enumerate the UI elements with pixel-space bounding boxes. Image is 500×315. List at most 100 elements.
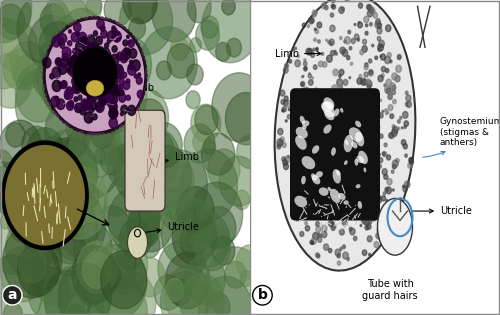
- Circle shape: [322, 160, 326, 165]
- Circle shape: [80, 37, 86, 43]
- Circle shape: [146, 123, 182, 168]
- Circle shape: [317, 154, 319, 157]
- Circle shape: [392, 85, 396, 90]
- Circle shape: [77, 81, 81, 86]
- Circle shape: [0, 255, 43, 315]
- Circle shape: [363, 218, 368, 225]
- Circle shape: [60, 31, 64, 36]
- Circle shape: [380, 134, 383, 138]
- Circle shape: [48, 97, 52, 102]
- Circle shape: [378, 48, 381, 51]
- Circle shape: [310, 216, 312, 218]
- Circle shape: [96, 101, 104, 112]
- Circle shape: [326, 39, 328, 41]
- Circle shape: [108, 127, 112, 132]
- Circle shape: [71, 32, 78, 42]
- Circle shape: [81, 100, 90, 111]
- Circle shape: [102, 48, 110, 57]
- Circle shape: [109, 108, 118, 119]
- Circle shape: [122, 49, 130, 60]
- Circle shape: [79, 86, 82, 90]
- Circle shape: [349, 227, 352, 231]
- Circle shape: [371, 171, 372, 174]
- Circle shape: [392, 218, 397, 225]
- Circle shape: [322, 231, 327, 238]
- Circle shape: [358, 22, 362, 28]
- Circle shape: [4, 302, 22, 315]
- Circle shape: [118, 84, 122, 90]
- Circle shape: [338, 201, 340, 203]
- Circle shape: [406, 102, 408, 106]
- Circle shape: [128, 65, 136, 75]
- Circle shape: [376, 233, 380, 239]
- Circle shape: [94, 76, 100, 83]
- Circle shape: [66, 26, 70, 31]
- Circle shape: [62, 47, 71, 58]
- Circle shape: [364, 174, 370, 181]
- Circle shape: [312, 198, 318, 205]
- Circle shape: [386, 155, 390, 160]
- Circle shape: [364, 189, 370, 196]
- Circle shape: [100, 99, 106, 106]
- Circle shape: [104, 64, 110, 72]
- Circle shape: [338, 187, 341, 192]
- Circle shape: [375, 56, 378, 60]
- Circle shape: [378, 153, 380, 156]
- Circle shape: [84, 112, 126, 165]
- Circle shape: [340, 229, 344, 235]
- Circle shape: [306, 170, 310, 175]
- Circle shape: [310, 52, 314, 57]
- Circle shape: [101, 235, 148, 294]
- Circle shape: [379, 158, 383, 163]
- Circle shape: [358, 211, 362, 217]
- Circle shape: [112, 77, 118, 86]
- Circle shape: [328, 220, 334, 227]
- Circle shape: [333, 136, 336, 140]
- Circle shape: [344, 40, 346, 43]
- Circle shape: [390, 114, 394, 118]
- Circle shape: [410, 160, 414, 165]
- Circle shape: [48, 49, 52, 54]
- Circle shape: [308, 17, 314, 24]
- Circle shape: [390, 60, 392, 63]
- Circle shape: [46, 53, 50, 58]
- Circle shape: [84, 112, 93, 123]
- Circle shape: [12, 204, 42, 241]
- Ellipse shape: [324, 124, 332, 134]
- Circle shape: [328, 249, 332, 253]
- Circle shape: [190, 38, 202, 52]
- Circle shape: [317, 22, 322, 28]
- Circle shape: [90, 48, 96, 55]
- Circle shape: [66, 68, 70, 73]
- Circle shape: [306, 147, 312, 155]
- Circle shape: [82, 252, 112, 289]
- Circle shape: [367, 5, 372, 10]
- Ellipse shape: [301, 176, 306, 184]
- Circle shape: [98, 68, 102, 74]
- Circle shape: [86, 0, 102, 16]
- Circle shape: [356, 139, 360, 143]
- FancyBboxPatch shape: [125, 110, 165, 211]
- Circle shape: [360, 169, 363, 173]
- Circle shape: [120, 112, 124, 116]
- Circle shape: [348, 30, 350, 34]
- Circle shape: [346, 173, 348, 176]
- Circle shape: [100, 250, 147, 309]
- Circle shape: [334, 50, 336, 53]
- Circle shape: [404, 154, 407, 157]
- Circle shape: [366, 4, 370, 9]
- Circle shape: [44, 66, 48, 72]
- Circle shape: [386, 200, 388, 202]
- Circle shape: [143, 131, 174, 170]
- Circle shape: [75, 107, 79, 112]
- Circle shape: [119, 78, 124, 85]
- Text: Gynostemium
(stigmas &
anthers): Gynostemium (stigmas & anthers): [423, 117, 500, 157]
- Circle shape: [128, 64, 132, 70]
- Circle shape: [313, 48, 315, 51]
- Circle shape: [92, 62, 100, 73]
- Circle shape: [332, 183, 338, 189]
- Circle shape: [340, 69, 344, 75]
- Ellipse shape: [345, 140, 348, 145]
- Circle shape: [60, 82, 65, 89]
- Circle shape: [395, 75, 400, 82]
